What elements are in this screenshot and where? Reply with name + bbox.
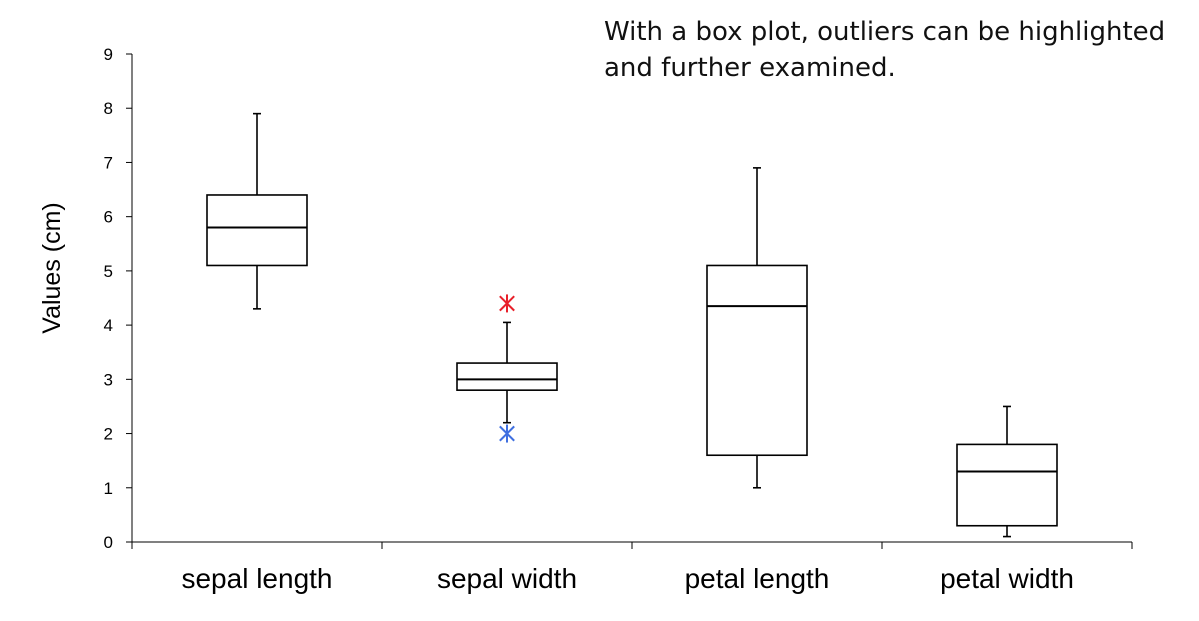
y-tick-label: 3	[104, 370, 113, 389]
annotation-text: With a box plot, outliers can be highlig…	[604, 14, 1184, 86]
y-tick-label: 1	[104, 479, 113, 498]
y-axis-label: Values (cm)	[38, 202, 66, 334]
x-tick-label: sepal width	[437, 563, 577, 594]
annotation-line-2: and further examined.	[604, 53, 896, 83]
plot-area: 0 1 2 3 4 5 6 7 8 9 sepal length sepal width petal l…	[104, 45, 1133, 594]
y-tick-label: 2	[104, 425, 113, 444]
box-iqr	[956, 443, 1058, 527]
y-tick-label: 4	[104, 316, 113, 335]
outlier-marker	[499, 294, 515, 313]
box-iqr	[456, 362, 558, 391]
x-tick-label: petal width	[940, 563, 1074, 594]
y-tick-label: 6	[104, 208, 113, 227]
y-tick-label: 7	[104, 153, 113, 172]
x-tick-label: petal length	[685, 563, 830, 594]
box-iqr	[206, 194, 308, 267]
x-tick-label: sepal length	[181, 563, 332, 594]
outlier-marker	[499, 424, 515, 443]
y-tick-label: 8	[104, 99, 113, 118]
box-iqr	[706, 264, 808, 457]
annotation-line-1: With a box plot, outliers can be highlig…	[604, 17, 1166, 47]
y-tick-label: 5	[104, 262, 113, 281]
y-tick-label: 9	[104, 45, 113, 64]
y-tick-label: 0	[104, 533, 113, 552]
